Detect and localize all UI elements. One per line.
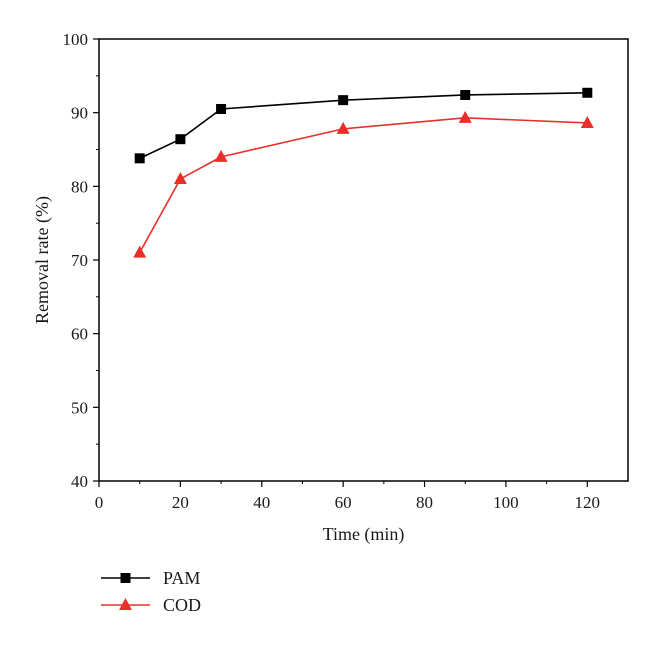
- x-tick-label: 120: [575, 493, 601, 512]
- data-point-pam: [134, 153, 145, 164]
- series-line-pam: [139, 91, 588, 160]
- data-point-cod: [133, 245, 147, 258]
- plot-frame: [98, 38, 629, 482]
- legend-marker-pam: [120, 573, 131, 583]
- x-tick-label: 100: [493, 493, 519, 512]
- data-point-pam: [460, 89, 471, 100]
- x-tick-label: 20: [172, 493, 189, 512]
- axis-ticks: [93, 38, 588, 487]
- y-tick-label: 60: [71, 325, 88, 344]
- y-tick-label: 100: [63, 30, 89, 49]
- data-point-cod: [458, 110, 472, 123]
- y-tick-label: 40: [71, 472, 88, 491]
- legend-label-pam: PAM: [163, 568, 200, 588]
- data-point-cod: [214, 149, 228, 162]
- y-axis-title: Removal rate (%): [32, 196, 53, 324]
- x-tick-label: 80: [416, 493, 433, 512]
- legend-marker-cod: [119, 598, 132, 610]
- data-point-pam: [338, 95, 349, 106]
- series-cod: [133, 110, 594, 258]
- x-axis-title: Time (min): [323, 524, 405, 545]
- y-tick-label: 70: [71, 251, 88, 270]
- data-point-pam: [175, 134, 186, 145]
- y-tick-label: 80: [71, 177, 88, 196]
- data-point-cod: [173, 171, 187, 184]
- x-tick-label: 40: [253, 493, 270, 512]
- x-tick-label: 0: [95, 493, 104, 512]
- y-tick-label: 50: [71, 398, 88, 417]
- legend-label-cod: COD: [163, 595, 201, 615]
- data-point-cod: [336, 121, 350, 134]
- series-line-cod: [138, 117, 588, 254]
- legend: PAM COD: [101, 568, 201, 615]
- series-layer: [133, 87, 594, 258]
- data-point-pam: [582, 87, 593, 98]
- data-point-pam: [216, 103, 227, 114]
- y-tick-label: 90: [71, 104, 88, 123]
- legend-item-pam: PAM: [101, 568, 200, 588]
- legend-item-cod: COD: [101, 595, 201, 615]
- series-pam: [134, 87, 593, 164]
- data-point-cod: [580, 115, 594, 128]
- tick-labels: 0 20 40 60 80 100 120 40 50 60 70 80 90 100: [63, 30, 601, 512]
- x-tick-label: 60: [335, 493, 352, 512]
